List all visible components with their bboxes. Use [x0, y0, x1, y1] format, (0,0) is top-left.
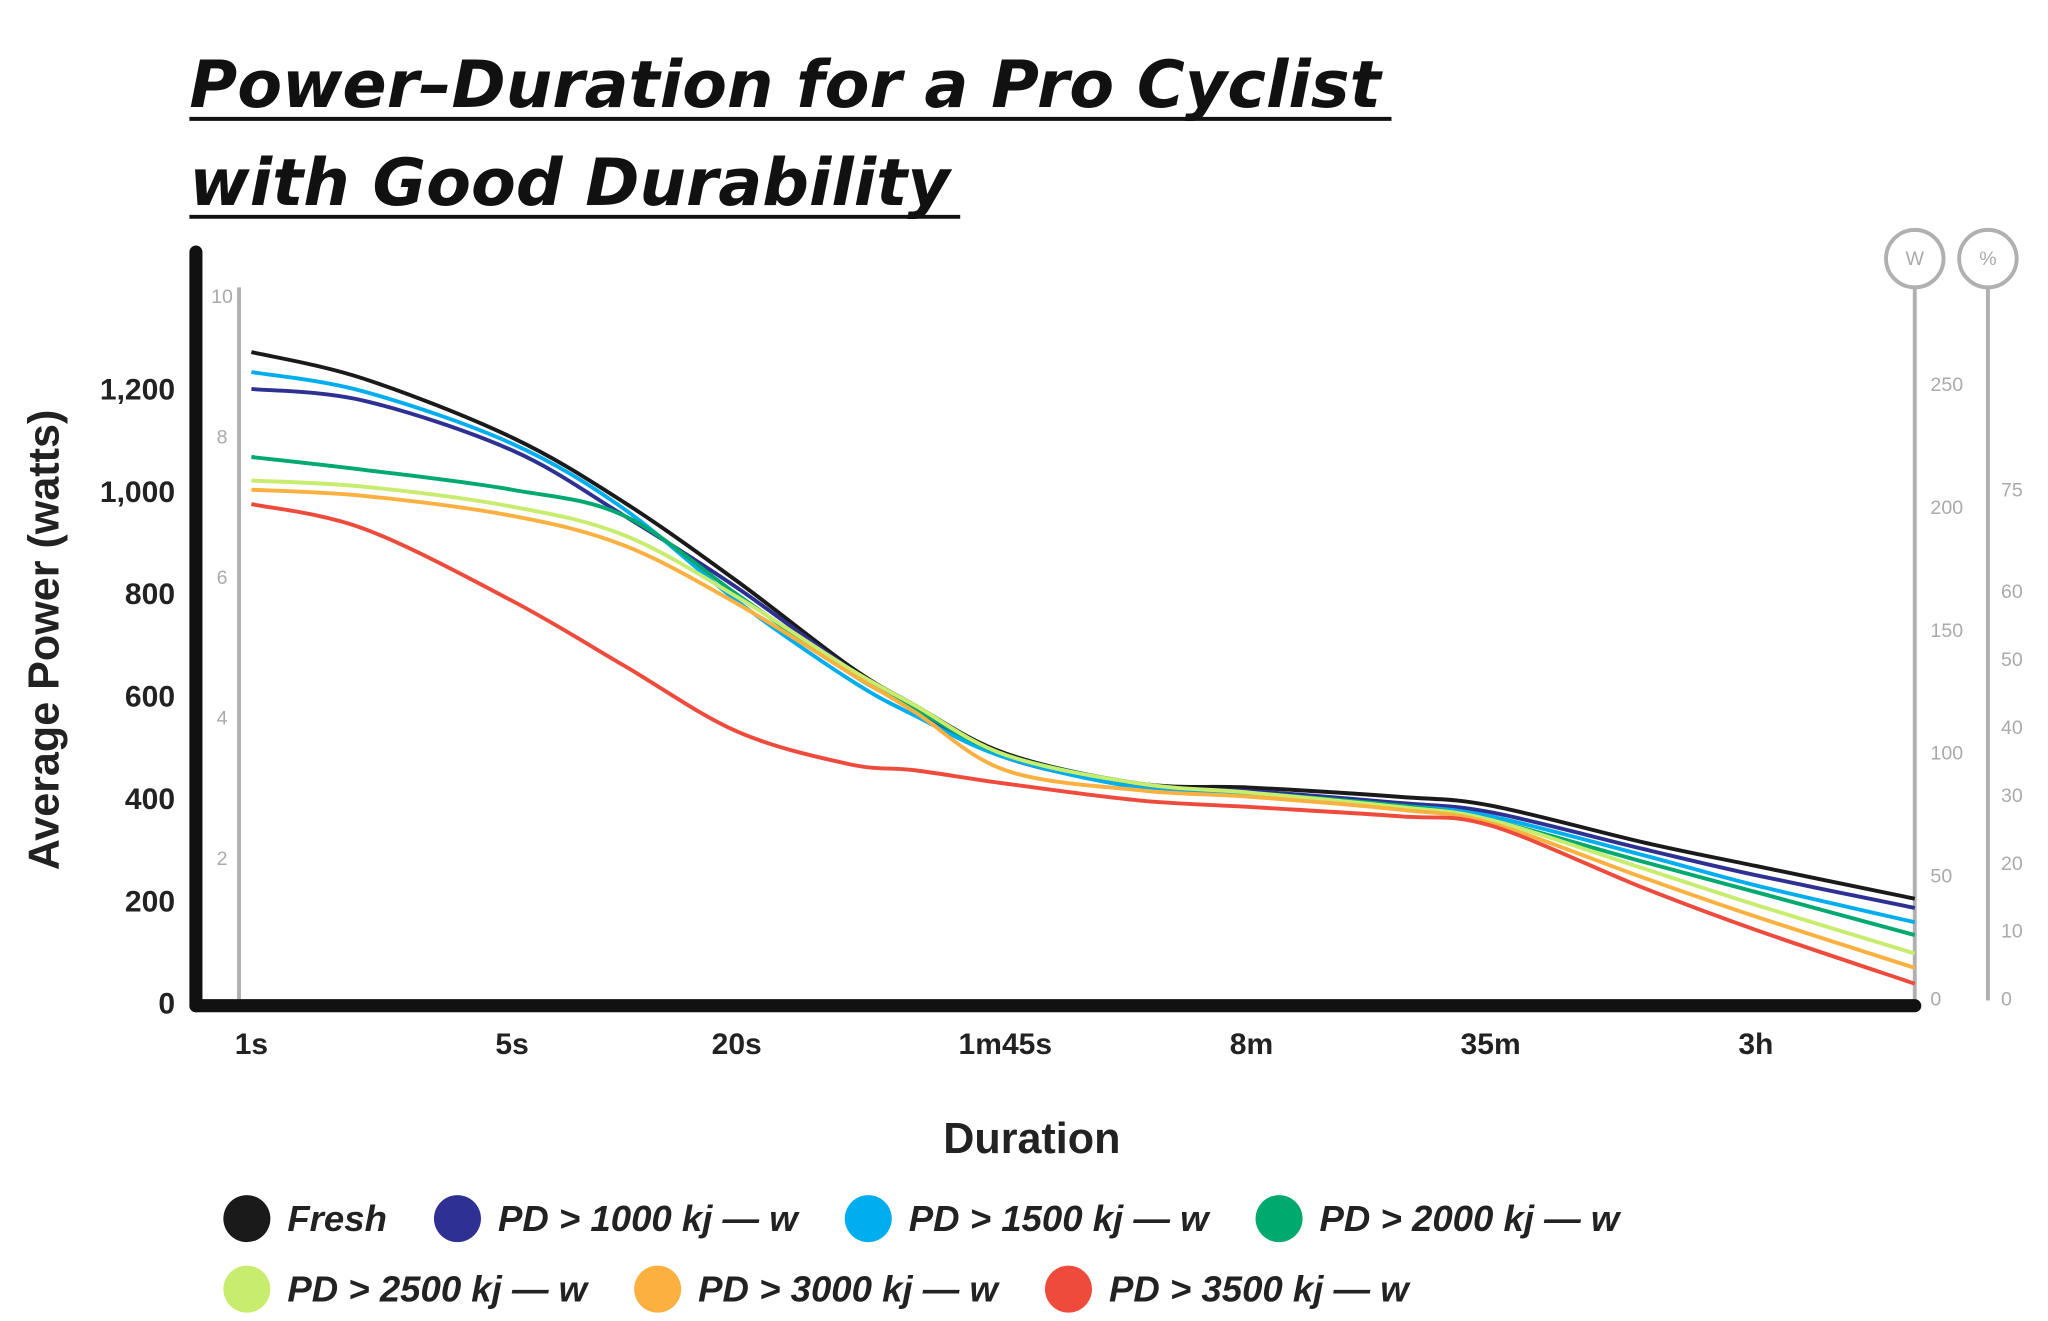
- x-tick-label: 1s: [235, 1028, 268, 1061]
- legend-swatch: [634, 1265, 682, 1313]
- w-tick-label: 150: [1930, 620, 1963, 642]
- w-tick-label: 200: [1930, 497, 1963, 519]
- legend-label: PD > 2500 kj — w: [287, 1268, 589, 1309]
- y-axis-title: Average Power (watts): [20, 410, 68, 871]
- legend-item: PD > 3500 kj — w: [1044, 1265, 1411, 1313]
- legend-item: PD > 1500 kj — w: [844, 1195, 1211, 1243]
- series-line: [251, 386, 1916, 910]
- w-tick-label: 250: [1930, 374, 1963, 396]
- chart-title: Power–Duration for a Pro Cyclist: [189, 47, 1383, 123]
- y-tick-label: 1,000: [100, 476, 175, 509]
- pct-tick-label: 40: [2001, 717, 2023, 739]
- inner-tick-label: 2: [217, 848, 228, 870]
- x-tick-label: 3h: [1738, 1028, 1773, 1061]
- series-line: [251, 370, 1916, 925]
- legend-label: PD > 2000 kj — w: [1320, 1198, 1622, 1239]
- legend-swatch: [433, 1195, 481, 1243]
- pct-tick-label: 50: [2001, 649, 2023, 671]
- chart-title: with Good Durability: [189, 145, 952, 221]
- inner-tick-label: 4: [217, 708, 228, 730]
- legend-swatch: [223, 1195, 271, 1243]
- pct-tick-label: 60: [2001, 581, 2023, 603]
- x-tick-label: 35m: [1461, 1028, 1521, 1061]
- legend-swatch: [223, 1265, 271, 1313]
- legend-item: PD > 1000 kj — w: [433, 1195, 800, 1243]
- legend-swatch: [1255, 1195, 1303, 1243]
- inner-tick-label: 8: [217, 427, 228, 449]
- legend-item: PD > 2000 kj — w: [1255, 1195, 1622, 1243]
- pct-tick-label: 0: [2001, 989, 2012, 1011]
- x-tick-label: 8m: [1230, 1028, 1273, 1061]
- pct-axis-badge: [1957, 227, 2019, 290]
- x-tick-label: 5s: [495, 1028, 528, 1061]
- pct-tick-label: 20: [2001, 853, 2023, 875]
- x-tick-label: 20s: [712, 1028, 762, 1061]
- y-tick-label: 0: [158, 988, 175, 1021]
- w-tick-label: 50: [1930, 866, 1952, 888]
- inner-tick-label: 6: [217, 567, 228, 589]
- legend-label: Fresh: [287, 1198, 387, 1239]
- inner-tick-label: 10: [211, 286, 233, 308]
- pct-tick-label: 75: [2001, 479, 2023, 501]
- legend-swatch: [1044, 1265, 1092, 1313]
- pct-tick-label: 30: [2001, 785, 2023, 807]
- y-tick-label: 1,200: [100, 373, 175, 406]
- x-tick-label: 1m45s: [959, 1028, 1053, 1061]
- series-line: [251, 455, 1916, 937]
- w-tick-label: 0: [1930, 989, 1941, 1011]
- w-tick-label: 100: [1930, 743, 1963, 765]
- series-line: [250, 502, 1916, 986]
- series-line: [251, 487, 1916, 970]
- legend: Fresh PD > 1000 kj — w PD > 1500 kj — w PD …: [223, 1195, 1622, 1313]
- legend-item: PD > 3000 kj — w: [634, 1265, 1000, 1313]
- y-tick-label: 200: [125, 885, 175, 918]
- y-tick-label: 600: [125, 681, 175, 714]
- w-axis-label: W: [1906, 248, 1925, 270]
- pct-axis-label: %: [1979, 248, 1996, 270]
- y-tick-label: 400: [125, 783, 175, 816]
- legend-item: Fresh: [223, 1195, 387, 1243]
- legend-label: PD > 3000 kj — w: [698, 1268, 1000, 1309]
- legend-swatch: [844, 1195, 892, 1243]
- series-line: [251, 478, 1916, 956]
- series-line: [250, 350, 1916, 901]
- legend-label: PD > 1500 kj — w: [909, 1198, 1211, 1239]
- x-axis-title: Duration: [943, 1115, 1120, 1163]
- w-axis-badge: [1884, 227, 1946, 290]
- plot: [250, 350, 1916, 986]
- y-tick-label: 800: [125, 578, 175, 611]
- legend-item: PD > 2500 kj — w: [223, 1265, 590, 1313]
- legend-label: PD > 3500 kj — w: [1109, 1268, 1411, 1309]
- legend-label: PD > 1000 kj — w: [498, 1198, 800, 1239]
- pct-tick-label: 10: [2001, 921, 2023, 943]
